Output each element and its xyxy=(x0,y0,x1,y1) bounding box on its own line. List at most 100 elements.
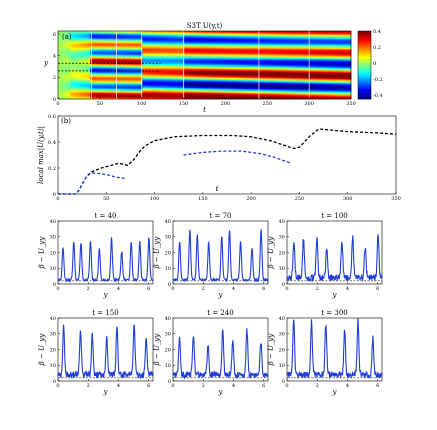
heatmap-cell xyxy=(122,86,126,88)
heatmap-cell xyxy=(60,78,64,81)
heatmap-cell xyxy=(271,47,275,49)
heatmap-cell xyxy=(177,70,180,72)
heatmap-cell xyxy=(72,90,76,92)
heatmap-cell xyxy=(184,53,188,56)
heatmap-cell xyxy=(65,49,69,52)
heatmap-cell xyxy=(214,44,218,47)
heatmap-cell xyxy=(281,81,285,83)
heatmap-cell xyxy=(70,53,74,56)
heatmap-cell xyxy=(256,49,260,52)
heatmap-cell xyxy=(157,90,161,92)
heatmap-cell xyxy=(125,53,128,56)
heatmap-cell xyxy=(157,51,161,53)
heatmap-cell xyxy=(202,33,205,36)
heatmap-cell xyxy=(256,97,260,100)
heatmap-cell xyxy=(194,43,198,46)
heatmap-cell xyxy=(249,38,252,41)
heatmap-cell xyxy=(256,34,260,37)
heatmap-cell xyxy=(105,63,108,66)
heatmap-cell xyxy=(67,66,71,68)
heatmap-cell xyxy=(209,56,213,58)
heatmap-cell xyxy=(244,67,248,70)
heatmap-cell xyxy=(82,81,86,83)
heatmap-cell xyxy=(229,91,233,94)
heatmap-cell xyxy=(202,65,205,67)
heatmap-cell xyxy=(174,82,178,85)
heatmap-cell xyxy=(132,93,136,96)
heatmap-cell xyxy=(87,32,91,34)
heatmap-cell xyxy=(152,91,156,94)
heatmap-cell xyxy=(206,56,210,58)
heatmap-cell xyxy=(132,52,136,54)
heatmap-cell xyxy=(274,65,277,67)
heatmap-cell xyxy=(172,61,176,63)
heatmap-cell xyxy=(286,91,290,94)
heatmap-cell xyxy=(80,49,84,52)
heatmap-cell xyxy=(110,82,113,85)
heatmap-cell xyxy=(239,54,243,57)
heatmap-cell xyxy=(256,63,260,66)
heatmap-cell xyxy=(85,49,89,52)
heatmap-cell xyxy=(211,31,215,33)
heatmap-cell xyxy=(97,90,101,92)
heatmap-cell xyxy=(67,56,71,58)
heatmap-cell xyxy=(70,46,74,48)
heatmap-cell xyxy=(221,49,225,52)
heatmap-cell xyxy=(209,68,213,71)
heatmap-cell xyxy=(60,57,64,60)
heatmap-cell xyxy=(209,31,213,33)
heatmap-cell xyxy=(162,88,166,91)
heatmap-cell xyxy=(82,31,86,33)
heatmap-cell xyxy=(179,78,183,81)
heatmap-cell xyxy=(256,87,260,90)
heatmap-cell xyxy=(269,91,272,94)
heatmap-cell xyxy=(276,92,280,95)
heatmap-cell xyxy=(283,53,287,56)
heatmap-cell xyxy=(219,46,223,48)
heatmap-cell xyxy=(194,87,198,90)
heatmap-cell xyxy=(274,90,277,92)
heatmap-cell xyxy=(87,72,91,75)
heatmap-cell xyxy=(216,57,220,60)
heatmap-cell xyxy=(239,73,243,76)
heatmap-cell xyxy=(75,37,79,39)
heatmap-cell xyxy=(226,58,230,61)
heatmap-cell xyxy=(184,67,188,70)
heatmap-cell xyxy=(134,51,138,53)
heatmap-cell xyxy=(85,87,89,90)
heatmap-cell xyxy=(278,96,282,99)
heatmap-cell xyxy=(164,48,168,51)
heatmap-cell xyxy=(244,66,248,68)
heatmap-cell xyxy=(226,81,230,83)
heatmap-cell xyxy=(147,75,151,77)
heatmap-cell xyxy=(102,57,106,60)
heatmap-cell xyxy=(112,48,116,51)
heatmap-cell xyxy=(244,75,248,77)
heatmap-cell xyxy=(87,83,91,86)
heatmap-cell xyxy=(85,61,89,63)
heatmap-cell xyxy=(139,88,143,91)
heatmap-cell xyxy=(189,93,193,96)
heatmap-cell xyxy=(179,67,183,70)
heatmap-cell xyxy=(82,53,86,56)
heatmap-cell xyxy=(244,48,248,51)
heatmap-cell xyxy=(159,53,163,56)
heatmap-cell xyxy=(130,31,133,33)
heatmap-cell xyxy=(192,36,195,38)
heatmap-cell xyxy=(85,37,89,39)
heatmap-cell xyxy=(132,49,136,52)
heatmap-cell xyxy=(107,42,111,44)
heatmap-cell xyxy=(204,83,208,86)
heatmap-cell xyxy=(120,46,123,48)
heatmap-cell xyxy=(162,51,166,53)
heatmap-cell xyxy=(157,49,161,52)
heatmap-cell xyxy=(219,32,223,34)
heatmap-cell xyxy=(105,33,108,36)
heatmap-cell xyxy=(264,46,267,48)
heatmap-cell xyxy=(236,31,240,33)
heatmap-cell xyxy=(199,77,203,80)
heatmap-cell xyxy=(80,75,84,77)
heatmap-cell xyxy=(70,61,74,63)
heatmap-cell xyxy=(236,42,240,44)
heatmap-cell xyxy=(67,44,71,47)
